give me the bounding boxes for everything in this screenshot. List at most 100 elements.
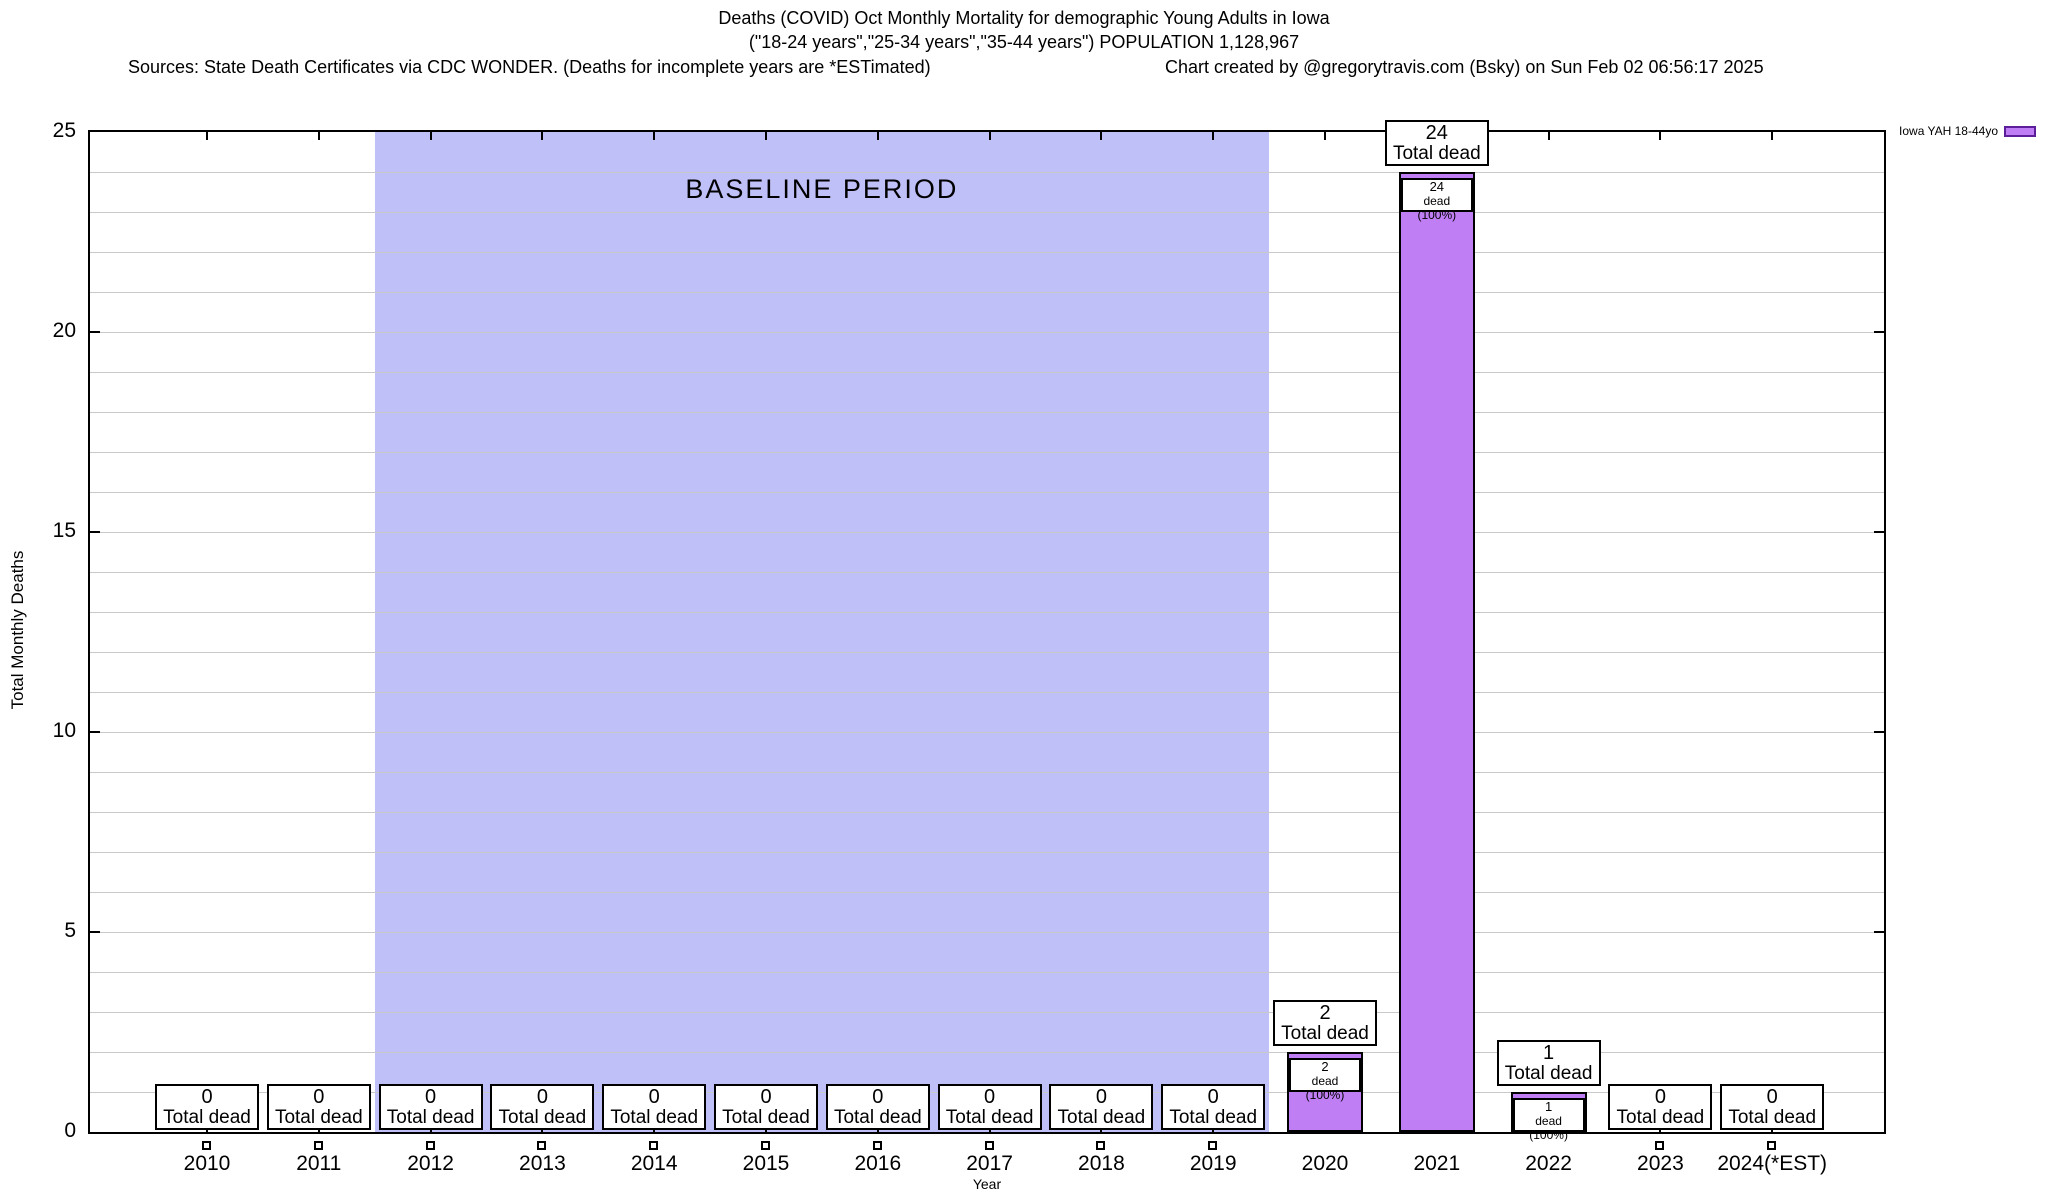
zero-point-marker-icon xyxy=(872,1141,882,1150)
total-dead-label: 0 Total dead xyxy=(155,1084,259,1130)
y-tick-right xyxy=(1874,931,1884,933)
gridline xyxy=(90,691,1884,693)
y-tick-label: 15 xyxy=(52,519,76,542)
bar xyxy=(1398,172,1475,1132)
gridline xyxy=(90,171,1884,173)
x-tick-label: 2023 xyxy=(1637,1152,1684,1175)
zero-point-marker-icon xyxy=(1096,1141,1106,1150)
total-dead-label: 2 Total dead xyxy=(1273,1000,1377,1046)
x-tick-top xyxy=(429,132,432,140)
x-tick-label: 2014 xyxy=(630,1152,678,1175)
y-tick-left xyxy=(90,731,100,733)
gridline xyxy=(90,1051,1884,1053)
zero-point-marker-icon xyxy=(1208,1141,1218,1150)
total-dead-value: 1 xyxy=(1543,1042,1555,1064)
total-dead-value: 0 xyxy=(760,1086,772,1108)
total-dead-label: 0 Total dead xyxy=(1161,1084,1266,1130)
total-dead-value: 0 xyxy=(984,1086,996,1108)
total-dead-label: 0 Total dead xyxy=(1049,1084,1154,1130)
total-dead-value: 0 xyxy=(648,1086,660,1108)
x-tick-top xyxy=(1659,132,1662,140)
zero-point-marker-icon xyxy=(1767,1141,1777,1150)
dead-pct-word: dead (100%) xyxy=(1305,1073,1345,1102)
total-dead-value: 24 xyxy=(1425,122,1448,144)
chart-subtitle: ("18-24 years","25-34 years","35-44 year… xyxy=(748,32,1300,52)
x-tick-label: 2016 xyxy=(854,1152,902,1175)
total-dead-value: 0 xyxy=(1654,1086,1666,1108)
total-dead-word: Total dead xyxy=(163,1107,251,1128)
total-dead-value: 0 xyxy=(872,1086,884,1108)
dead-pct-label: 1 dead (100%) xyxy=(1512,1098,1585,1142)
gridline xyxy=(90,1011,1884,1013)
chart-meta-row: Sources: State Death Certificates via CD… xyxy=(0,57,2048,79)
total-dead-label: 0 Total dead xyxy=(490,1084,595,1130)
gridline xyxy=(90,211,1884,213)
gridline xyxy=(90,371,1884,373)
gridline xyxy=(90,331,1884,333)
total-dead-value: 0 xyxy=(536,1086,548,1108)
total-dead-value: 0 xyxy=(313,1086,325,1108)
total-dead-value: 0 xyxy=(425,1086,437,1108)
y-tick-label: 20 xyxy=(52,319,76,342)
baseline-band xyxy=(374,132,1270,1132)
chart-sources: Sources: State Death Certificates via CD… xyxy=(128,57,931,77)
gridline xyxy=(90,571,1884,573)
gridline xyxy=(90,931,1884,933)
x-tick-top xyxy=(317,132,320,140)
y-tick-label: 25 xyxy=(52,119,76,142)
total-dead-word: Total dead xyxy=(945,1107,1034,1128)
baseline-label: BASELINE PERIOD xyxy=(685,174,959,204)
x-tick-label: 2021 xyxy=(1413,1152,1461,1175)
y-tick-left xyxy=(90,931,100,933)
x-tick-label: 2022 xyxy=(1525,1152,1572,1175)
x-tick-top xyxy=(653,132,656,140)
total-dead-label: 24 Total dead xyxy=(1384,120,1489,166)
total-dead-value: 0 xyxy=(1207,1086,1219,1108)
y-tick-label: 5 xyxy=(64,919,76,942)
total-dead-word: Total dead xyxy=(1616,1107,1705,1128)
x-tick-top xyxy=(1324,132,1326,140)
x-tick-label: 2017 xyxy=(966,1152,1013,1175)
plot-area: BASELINE PERIOD 0 5 10 15 20 25 2010 0 Total dead… xyxy=(53,119,1886,1175)
zero-point-marker-icon xyxy=(537,1141,547,1150)
total-dead-label: 0 Total dead xyxy=(937,1084,1042,1130)
total-dead-value: 2 xyxy=(1319,1002,1331,1024)
total-dead-word: Total dead xyxy=(1169,1107,1258,1128)
gridline xyxy=(90,291,1884,293)
x-tick-label: 2013 xyxy=(519,1152,566,1175)
x-tick-label: 2015 xyxy=(742,1152,790,1175)
dead-pct-word: dead (100%) xyxy=(1417,193,1457,222)
x-tick-top xyxy=(988,132,991,140)
zero-point-marker-icon xyxy=(761,1141,770,1150)
total-dead-value: 0 xyxy=(1766,1086,1778,1108)
gridline xyxy=(90,731,1884,733)
x-tick-label: 2011 xyxy=(296,1152,342,1175)
gridline xyxy=(90,531,1884,533)
zero-point-marker-icon xyxy=(984,1141,994,1150)
x-tick-label: 2019 xyxy=(1189,1152,1237,1175)
zero-point-marker-icon xyxy=(649,1141,659,1150)
x-tick-label: 2018 xyxy=(1078,1152,1125,1175)
total-dead-word: Total dead xyxy=(1057,1107,1146,1128)
x-tick-top xyxy=(1100,132,1103,140)
gridline xyxy=(90,891,1884,893)
y-tick-left xyxy=(90,531,100,533)
total-dead-label: 0 Total dead xyxy=(1608,1084,1713,1130)
dead-pct-value: 24 xyxy=(1429,179,1445,194)
total-dead-word: Total dead xyxy=(833,1107,922,1128)
zero-point-marker-icon xyxy=(425,1141,435,1150)
total-dead-word: Total dead xyxy=(610,1107,699,1128)
zero-point-marker-icon xyxy=(313,1141,323,1150)
y-tick-right xyxy=(1874,531,1884,533)
gridline xyxy=(90,771,1884,773)
total-dead-word: Total dead xyxy=(274,1107,363,1128)
total-dead-word: Total dead xyxy=(498,1107,587,1128)
y-tick-right xyxy=(1874,731,1884,733)
dead-pct-label: 24 dead (100%) xyxy=(1400,178,1473,222)
x-tick-top xyxy=(1212,132,1215,140)
dead-pct-word: dead (100%) xyxy=(1529,1113,1568,1142)
y-axis-title: Total Monthly Deaths xyxy=(8,550,27,710)
total-dead-word: Total dead xyxy=(386,1107,475,1128)
y-tick-right xyxy=(1874,331,1884,333)
total-dead-label: 0 Total dead xyxy=(825,1084,930,1130)
